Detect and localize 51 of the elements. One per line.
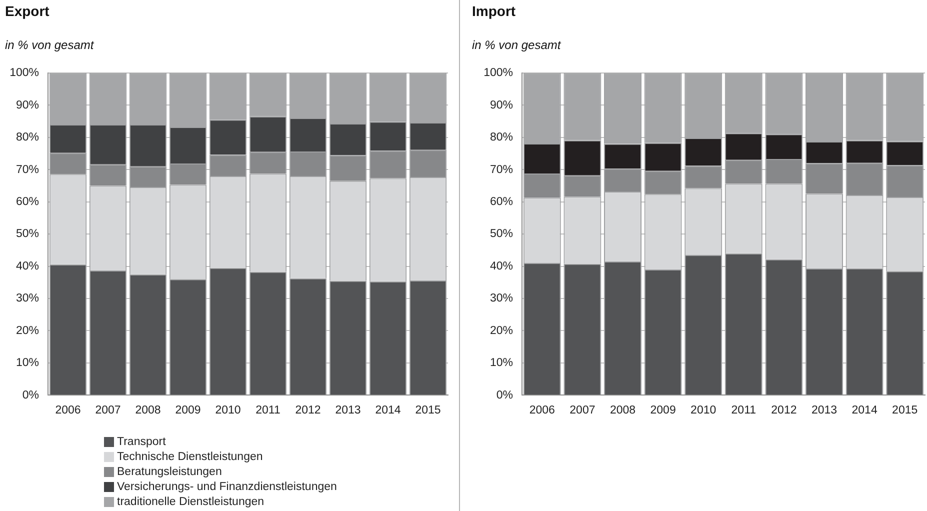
x-tick-label: 2006	[55, 404, 81, 416]
x-tick-label: 2011	[256, 404, 280, 416]
x-tick-label: 2010	[690, 404, 716, 416]
x-tick-label: 2007	[570, 404, 596, 416]
x-tick-label: 2011	[731, 404, 756, 416]
x-tick-label: 2008	[610, 404, 636, 416]
y-tick-label: 60%	[16, 196, 39, 208]
legend-label: Versicherungs- und Finanzdienstleistungen	[117, 481, 337, 494]
chart-subtitle: in % von gesamt	[472, 38, 561, 52]
x-tick-label: 2012	[295, 404, 321, 416]
legend-label: Beratungsleistungen	[117, 466, 222, 478]
x-tick-label: 2006	[529, 404, 555, 416]
x-tick-label: 2015	[415, 404, 441, 416]
x-tick-label: 2014	[852, 404, 878, 416]
y-tick-label: 40%	[16, 260, 39, 272]
y-tick-label: 50%	[490, 228, 513, 240]
y-tick-label: 100%	[10, 67, 39, 80]
x-tick-label: 2010	[215, 404, 241, 416]
y-tick-label: 10%	[16, 357, 39, 370]
y-tick-label: 10%	[490, 357, 513, 370]
y-tick-label: 30%	[490, 292, 513, 305]
y-tick-label: 20%	[16, 324, 39, 337]
y-tick-label: 0%	[22, 389, 39, 402]
x-tick-label: 2008	[135, 404, 161, 416]
x-tick-label: 2014	[375, 404, 402, 416]
y-tick-label: 70%	[16, 164, 39, 176]
y-tick-label: 60%	[490, 196, 513, 208]
x-tick-label: 2015	[892, 404, 918, 416]
legend-label: traditionelle Dienstleistungen	[117, 496, 264, 508]
legend-label: Transport	[117, 436, 166, 448]
chart-title: Export	[5, 3, 50, 19]
x-tick-label: 2007	[95, 404, 121, 416]
y-tick-label: 70%	[490, 164, 513, 176]
y-tick-label: 80%	[16, 132, 39, 144]
x-tick-label: 2012	[771, 404, 797, 416]
y-tick-label: 20%	[490, 324, 513, 337]
x-tick-label: 2013	[335, 404, 361, 416]
chart-title: Import	[472, 3, 516, 19]
y-tick-label: 90%	[490, 99, 513, 112]
y-tick-label: 30%	[16, 292, 39, 305]
y-tick-label: 40%	[490, 260, 513, 272]
y-tick-label: 90%	[16, 99, 39, 112]
y-tick-label: 100%	[484, 67, 513, 80]
x-tick-label: 2013	[811, 404, 838, 416]
y-tick-label: 0%	[496, 389, 513, 402]
y-tick-label: 50%	[16, 228, 39, 240]
chart-subtitle: in % von gesamt	[5, 38, 94, 52]
x-tick-label: 2009	[175, 404, 201, 416]
legend-label: Technische Dienstleistungen	[117, 450, 263, 463]
y-tick-label: 80%	[490, 132, 513, 144]
x-tick-label: 2009	[650, 404, 676, 416]
